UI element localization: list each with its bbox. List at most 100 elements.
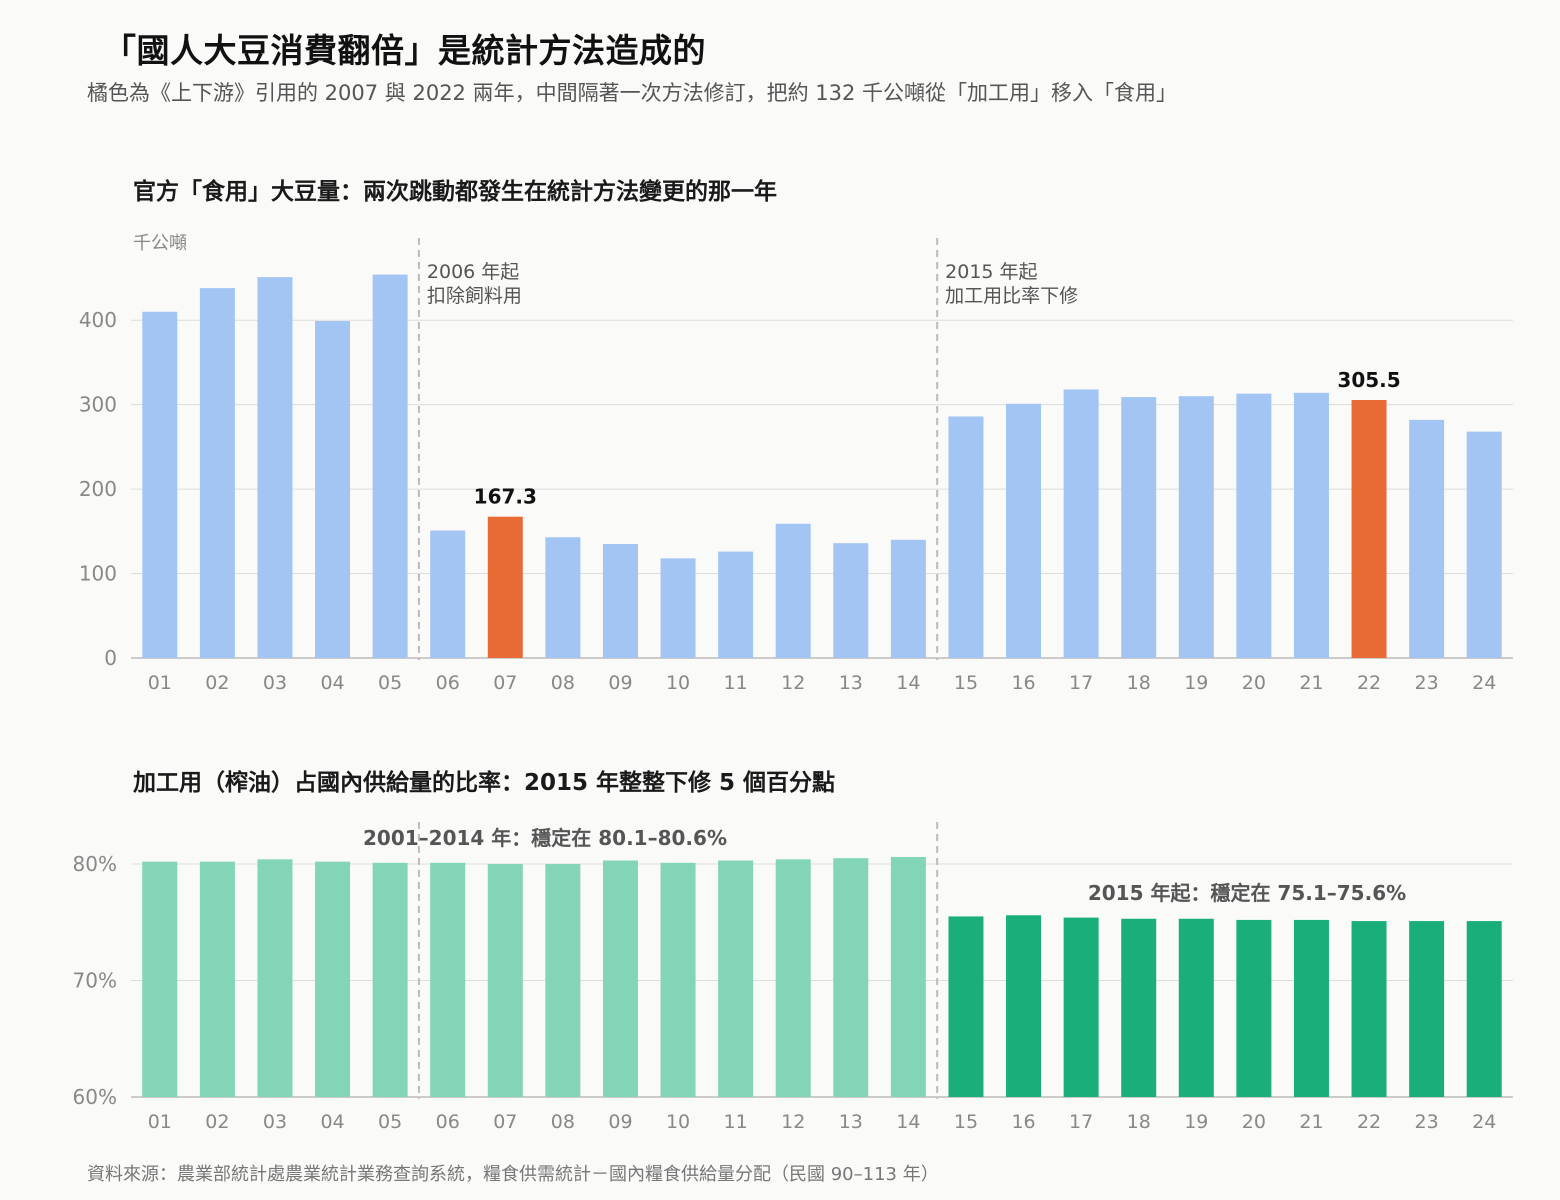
chart1-bar <box>602 543 638 658</box>
chart2-xtick-label: 20 <box>1242 1111 1266 1133</box>
chart2-xtick-label: 10 <box>666 1111 690 1133</box>
data-source: 資料來源：農業部統計處農業統計業務查詢系統，糧食供需統計－國內糧食供給量分配（民… <box>87 1164 939 1185</box>
chart1-bar <box>199 288 235 658</box>
chart2-xtick-label: 07 <box>493 1111 517 1133</box>
chart2-xtick-label: 15 <box>954 1111 978 1133</box>
chart2-bar <box>948 916 984 1097</box>
chart1-annotation: 2006 年起 <box>427 261 519 283</box>
chart2-xtick-label: 13 <box>839 1111 863 1133</box>
chart2-bar <box>1178 918 1214 1097</box>
chart1-xtick-label: 09 <box>608 672 632 694</box>
chart1-bar <box>718 551 754 658</box>
chart2-xtick-label: 14 <box>896 1111 920 1133</box>
chart1-xtick-label: 05 <box>378 672 402 694</box>
chart2-xtick-label: 12 <box>781 1111 805 1133</box>
chart1-bar <box>257 277 293 658</box>
chart2-bar <box>487 864 523 1097</box>
chart1-bar <box>1236 393 1272 658</box>
chart1-bar <box>545 537 581 658</box>
chart2-bar <box>1063 917 1099 1097</box>
chart1-bar <box>315 321 351 658</box>
chart1-bar <box>487 516 523 658</box>
chart1-ytick-label: 100 <box>79 562 117 586</box>
chart1-bar <box>1063 389 1099 658</box>
chart2-bar <box>199 861 235 1097</box>
chart2-bar <box>1293 919 1329 1097</box>
chart2-xtick-label: 06 <box>436 1111 460 1133</box>
chart1-xtick-label: 24 <box>1472 672 1496 694</box>
chart2-bar <box>1409 921 1445 1097</box>
chart1-xtick-label: 01 <box>148 672 172 694</box>
chart2-xtick-label: 16 <box>1011 1111 1035 1133</box>
chart2-bar <box>718 860 754 1097</box>
chart2-xtick-label: 24 <box>1472 1111 1496 1133</box>
chart2-bar <box>545 864 581 1097</box>
chart2-bar <box>1351 921 1387 1097</box>
chart2-bar <box>257 859 293 1097</box>
chart1-xtick-label: 17 <box>1069 672 1093 694</box>
chart1-bar <box>1351 400 1387 658</box>
chart1-xtick-label: 12 <box>781 672 805 694</box>
chart2-annotation-before: 2001–2014 年：穩定在 80.1–80.6% <box>363 826 727 850</box>
chart1-xtick-label: 21 <box>1299 672 1323 694</box>
chart1-bar <box>1121 397 1157 658</box>
chart1-xtick-label: 15 <box>954 672 978 694</box>
chart2-xtick-label: 01 <box>148 1111 172 1133</box>
chart1-annotation: 加工用比率下修 <box>945 285 1078 307</box>
chart2-bar <box>1466 921 1502 1097</box>
chart2-xtick-label: 22 <box>1357 1111 1381 1133</box>
chart2-bar <box>890 857 926 1097</box>
chart1-title: 官方「食用」大豆量：兩次跳動都發生在統計方法變更的那一年 <box>133 179 777 205</box>
chart1-bar <box>660 558 696 658</box>
chart1-bar <box>142 311 178 658</box>
chart2-bar <box>775 859 811 1097</box>
chart2-xtick-label: 02 <box>205 1111 229 1133</box>
chart1-annotation: 扣除飼料用 <box>427 285 522 307</box>
chart2-bar <box>1236 919 1272 1097</box>
chart2-xtick-label: 03 <box>263 1111 287 1133</box>
chart2-xtick-label: 18 <box>1127 1111 1151 1133</box>
chart2-bar <box>430 862 466 1097</box>
chart1-data-label: 305.5 <box>1337 368 1400 392</box>
chart2-xtick-label: 21 <box>1299 1111 1323 1133</box>
chart2-xtick-label: 05 <box>378 1111 402 1133</box>
chart2-bar <box>660 862 696 1097</box>
chart1-xtick-label: 19 <box>1184 672 1208 694</box>
chart2-xtick-label: 08 <box>551 1111 575 1133</box>
chart1-bar <box>1006 403 1042 658</box>
chart1-bar <box>1178 396 1214 658</box>
chart1-bar <box>948 416 984 658</box>
chart1-unit-label: 千公噸 <box>133 233 187 254</box>
chart1-annotation: 2015 年起 <box>945 261 1037 283</box>
chart1-bar <box>833 543 869 658</box>
chart2-xtick-label: 11 <box>724 1111 748 1133</box>
chart1-xtick-label: 13 <box>839 672 863 694</box>
chart2-xtick-label: 04 <box>320 1111 344 1133</box>
chart1-data-label: 167.3 <box>474 485 537 509</box>
chart2-bar <box>1121 918 1157 1097</box>
chart2-title: 加工用（榨油）占國內供給量的比率：2015 年整整下修 5 個百分點 <box>133 770 836 796</box>
chart1-bar <box>1466 431 1502 658</box>
chart1-xtick-label: 08 <box>551 672 575 694</box>
chart2-ytick-label: 70% <box>73 969 117 993</box>
chart2-xtick-label: 19 <box>1184 1111 1208 1133</box>
chart1-xtick-label: 07 <box>493 672 517 694</box>
chart2-bar <box>372 862 408 1097</box>
chart1-xtick-label: 06 <box>436 672 460 694</box>
chart1-bar <box>1409 419 1445 658</box>
chart1-xtick-label: 10 <box>666 672 690 694</box>
chart2-bar <box>315 861 351 1097</box>
chart1-bar <box>430 530 466 658</box>
chart1-xtick-label: 23 <box>1415 672 1439 694</box>
chart2-ytick-label: 80% <box>73 852 117 876</box>
chart1-xtick-label: 11 <box>724 672 748 694</box>
chart1-bar <box>775 523 811 658</box>
chart1-xtick-label: 14 <box>896 672 920 694</box>
page-subtitle: 橘色為《上下游》引用的 2007 與 2022 兩年，中間隔著一次方法修訂，把約… <box>87 81 1178 105</box>
chart2-ytick-label: 60% <box>73 1085 117 1109</box>
chart1-xtick-label: 22 <box>1357 672 1381 694</box>
chart2-bar <box>142 861 178 1097</box>
chart1-ytick-label: 300 <box>79 393 117 417</box>
chart1-ytick-label: 0 <box>104 646 117 670</box>
